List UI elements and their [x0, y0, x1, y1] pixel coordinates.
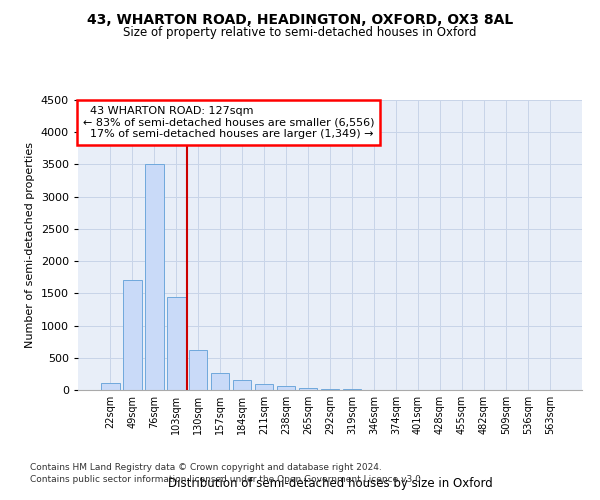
Text: Contains HM Land Registry data © Crown copyright and database right 2024.: Contains HM Land Registry data © Crown c…	[30, 464, 382, 472]
Bar	[233, 380, 251, 390]
Text: 43 WHARTON ROAD: 127sqm
← 83% of semi-detached houses are smaller (6,556)
  17% : 43 WHARTON ROAD: 127sqm ← 83% of semi-de…	[83, 106, 374, 139]
Bar	[277, 386, 295, 390]
Bar	[101, 383, 119, 390]
Text: 43, WHARTON ROAD, HEADINGTON, OXFORD, OX3 8AL: 43, WHARTON ROAD, HEADINGTON, OXFORD, OX…	[87, 12, 513, 26]
Bar	[189, 350, 208, 390]
Y-axis label: Number of semi-detached properties: Number of semi-detached properties	[25, 142, 35, 348]
Bar	[320, 389, 340, 390]
Text: Size of property relative to semi-detached houses in Oxford: Size of property relative to semi-detach…	[123, 26, 477, 39]
Bar	[299, 388, 317, 390]
Bar	[167, 296, 185, 390]
Bar	[211, 372, 229, 390]
Bar	[145, 164, 164, 390]
Bar	[123, 280, 142, 390]
Bar	[255, 384, 274, 390]
Text: Contains public sector information licensed under the Open Government Licence v3: Contains public sector information licen…	[30, 475, 424, 484]
Text: Distribution of semi-detached houses by size in Oxford: Distribution of semi-detached houses by …	[167, 477, 493, 490]
